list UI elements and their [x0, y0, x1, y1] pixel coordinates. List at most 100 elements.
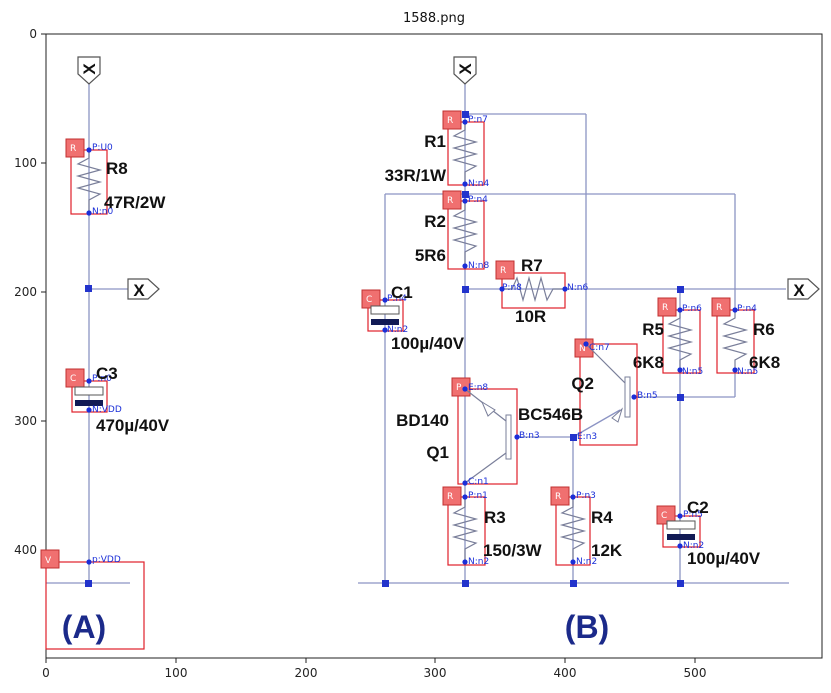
pin-label: P:n5: [683, 510, 703, 520]
terminal-x-right-a: X: [127, 278, 160, 300]
voltage-source-v: V p:VDD: [40, 549, 145, 650]
x-tick-label: 100: [165, 666, 188, 680]
terminal-label: X: [133, 281, 145, 300]
resistor-r1: R P:n7 N:n4 R1 33R/1W: [385, 110, 489, 189]
junction-node: [462, 286, 469, 293]
component-tag: C: [70, 374, 76, 384]
component-tag: R: [716, 303, 722, 313]
component-value: 47R/2W: [104, 193, 166, 212]
section-label-b: (B): [565, 609, 609, 645]
pin-label: P:U0: [92, 143, 113, 153]
component-name: C3: [96, 364, 118, 383]
y-tick-label: 400: [14, 543, 37, 557]
y-axis: 0 100 200 300 400: [14, 27, 46, 557]
x-tick-label: 300: [424, 666, 447, 680]
component-tag: R: [70, 144, 76, 154]
component-name: R8: [106, 159, 128, 178]
junction-node: [85, 580, 92, 587]
component-value: 5R6: [415, 246, 446, 265]
component-tag: R: [662, 303, 668, 313]
y-tick-label: 200: [14, 285, 37, 299]
x-tick-label: 200: [295, 666, 318, 680]
capacitor-c1: C P:n4 N:n2 C1 100µ/40V: [361, 283, 465, 353]
pin-label: P:n6: [682, 304, 702, 314]
junction-node: [382, 580, 389, 587]
pin-label: C:n1: [468, 477, 489, 487]
pin-label: B:n3: [519, 431, 540, 441]
component-value: 6K8: [749, 353, 780, 372]
component-name: R2: [424, 212, 446, 231]
transistor-q1: P E:n8 B:n3 C:n1 Q1 BD140: [396, 377, 540, 487]
junction-node: [677, 580, 684, 587]
component-name: Q2: [571, 374, 594, 393]
component-value: 33R/1W: [385, 166, 447, 185]
component-value: BC546B: [518, 405, 583, 424]
pin-label: N:n5: [682, 367, 703, 377]
junction-node: [570, 434, 577, 441]
capacitor-c3: C P:n0 N:VDD C3 470µ/40V: [65, 364, 170, 435]
x-tick-label: 0: [42, 666, 50, 680]
pin-label: N:n2: [468, 557, 489, 567]
pin-label: E:n8: [468, 383, 488, 393]
junction-node: [462, 191, 469, 198]
section-a: X X R P:U0 N:n0 R8 47R/2W C: [40, 56, 170, 650]
component-tag: R: [447, 196, 453, 206]
component-name: R3: [484, 508, 506, 527]
pin-label: N:n2: [576, 557, 597, 567]
component-value: 470µ/40V: [96, 416, 170, 435]
pin-label: P:n0: [92, 374, 112, 384]
component-value: 100µ/40V: [391, 334, 465, 353]
component-tag: P: [456, 383, 462, 393]
plot-frame: [45, 33, 823, 659]
pin-label: N:VDD: [92, 405, 122, 415]
component-tag: N: [579, 344, 586, 354]
section-b: X X R P:n7 N:n4 R1 33R/1W: [358, 56, 820, 645]
resistor-r3: R P:n1 N:n2 R3 150/3W: [442, 486, 543, 567]
pin-label: N:n4: [468, 179, 489, 189]
junction-node: [677, 394, 684, 401]
resistor-r4: R P:n3 N:n2 R4 12K: [550, 486, 623, 567]
capacitor-c2: C P:n5 N:n2 C2 100µ/40V: [656, 498, 761, 568]
component-name: R5: [642, 320, 664, 339]
pin-label: P:n8: [502, 283, 522, 293]
terminal-x-top-a: X: [77, 56, 101, 85]
y-tick-label: 0: [29, 27, 37, 41]
component-name: R1: [424, 132, 446, 151]
pin-label: N:n5: [737, 367, 758, 377]
pin-label: N:n2: [683, 541, 704, 551]
figure-title: 1588.png: [403, 11, 465, 26]
terminal-label: X: [80, 63, 99, 75]
terminal-label: X: [793, 281, 805, 300]
resistor-r7: R P:n8 N:n6 R7 10R: [495, 256, 588, 326]
component-value: BD140: [396, 411, 449, 430]
component-value: 6K8: [633, 353, 664, 372]
junction-node: [462, 111, 469, 118]
component-value: 100µ/40V: [687, 549, 761, 568]
pin-label: P:n3: [576, 491, 596, 501]
terminal-x-right-b: X: [787, 278, 820, 300]
terminal-x-top-b: X: [453, 56, 477, 85]
x-axis: 0 100 200 300 400 500: [42, 658, 706, 680]
component-tag: C: [661, 511, 667, 521]
pin-label: N:n8: [468, 261, 489, 271]
y-tick-label: 100: [14, 156, 37, 170]
pin-label: P:n1: [468, 491, 488, 501]
resistor-r5: R P:n6 N:n5 R5 6K8: [633, 297, 703, 377]
component-tag: R: [555, 492, 561, 502]
component-name: R6: [753, 320, 775, 339]
junction-node: [85, 285, 92, 292]
x-tick-label: 400: [554, 666, 577, 680]
component-name: C1: [391, 283, 413, 302]
pin-label: N:n2: [387, 325, 408, 335]
component-name: C2: [687, 498, 709, 517]
pin-label: p:VDD: [92, 555, 121, 565]
section-label-a: (A): [62, 609, 106, 645]
transistor-q2: N C:n7 B:n5 E:n3 Q2 BC546B: [518, 338, 658, 446]
component-tag: C: [366, 295, 372, 305]
y-tick-label: 300: [14, 414, 37, 428]
junction-node: [570, 580, 577, 587]
component-value: 150/3W: [483, 541, 543, 560]
junction-node: [677, 286, 684, 293]
pin-label: P:n4: [387, 294, 407, 304]
